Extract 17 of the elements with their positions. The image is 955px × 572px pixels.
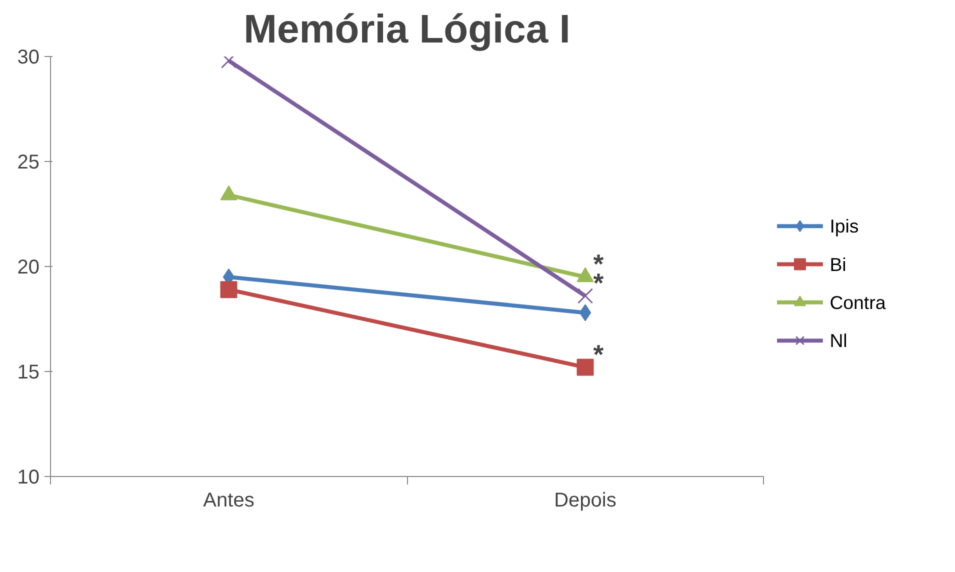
point	[576, 358, 594, 376]
legend-label: Ipis	[830, 216, 859, 237]
y-tick-label: 25	[17, 152, 40, 174]
y-tick-label: 20	[17, 256, 40, 278]
y-tick-label: 15	[17, 362, 40, 384]
point	[579, 304, 592, 322]
x-tick-label: Depois	[554, 490, 616, 512]
point	[220, 281, 238, 298]
legend-label: Bi	[830, 254, 846, 275]
y-tick-label: 10	[17, 466, 40, 488]
annotation: *	[593, 339, 604, 370]
x-tick-label: Antes	[203, 490, 254, 512]
legend-label: Contra	[830, 292, 886, 313]
legend-label: Nl	[830, 330, 848, 352]
chart-title: Memória Lógica I	[244, 8, 570, 52]
y-tick-label: 30	[17, 46, 40, 68]
point	[577, 288, 594, 304]
